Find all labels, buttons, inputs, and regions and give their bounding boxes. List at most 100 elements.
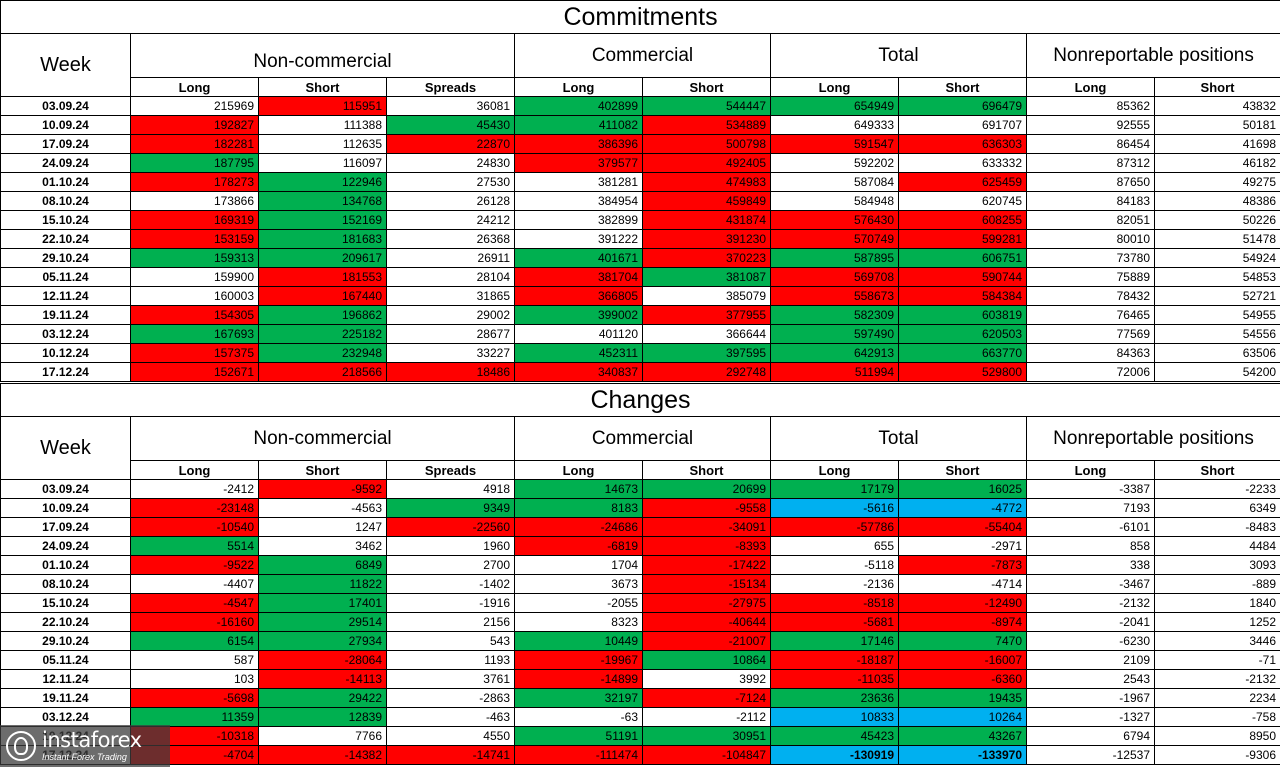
value-cell: 459849 — [642, 191, 771, 211]
value-cell: 858 — [1026, 536, 1155, 556]
value-cell: -71 — [1153, 650, 1280, 670]
value-cell: -7873 — [898, 555, 1027, 575]
value-cell: -14113 — [258, 669, 387, 689]
value-cell: -24686 — [514, 517, 643, 537]
noncommercial-header: Non-commercial — [130, 33, 515, 78]
value-cell: -3387 — [1026, 479, 1155, 499]
value-cell: 534889 — [642, 115, 771, 135]
week-cell: 08.10.24 — [0, 191, 131, 211]
value-cell: 366644 — [642, 324, 771, 344]
value-cell: 3992 — [642, 669, 771, 689]
column-subheader: Long — [130, 77, 259, 97]
value-cell: -463 — [386, 707, 515, 727]
column-subheader: Long — [514, 460, 643, 480]
value-cell: 18486 — [386, 362, 515, 382]
value-cell: 620745 — [898, 191, 1027, 211]
table-row: 03.09.24 -2412 -9592 4918 14673 20699 17179 160… — [0, 479, 1280, 499]
week-cell: 29.10.24 — [0, 248, 131, 268]
column-subheader: Long — [1026, 77, 1155, 97]
value-cell: 576430 — [770, 210, 899, 230]
value-cell: 26128 — [386, 191, 515, 211]
nonreportable-header: Nonreportable positions — [1025, 33, 1280, 78]
value-cell: 16025 — [898, 479, 1027, 499]
value-cell: 620503 — [898, 324, 1027, 344]
changes-title: Changes — [0, 383, 1280, 417]
value-cell: 2156 — [386, 612, 515, 632]
value-cell: 30951 — [642, 726, 771, 746]
table-row: 17.09.24 182281 112635 22870 386396 500798 591… — [0, 134, 1280, 154]
value-cell: 338 — [1026, 555, 1155, 575]
value-cell: -1967 — [1026, 688, 1155, 708]
value-cell: 381281 — [514, 172, 643, 192]
value-cell: -758 — [1153, 707, 1280, 727]
value-cell: 6154 — [130, 631, 259, 651]
value-cell: -27975 — [642, 593, 771, 613]
table-row: 03.09.24 215969 115951 36081 402899 544447 654… — [0, 96, 1280, 116]
value-cell: -1402 — [386, 574, 515, 594]
value-cell: -12490 — [898, 593, 1027, 613]
value-cell: -1327 — [1026, 707, 1155, 727]
value-cell: -2863 — [386, 688, 515, 708]
value-cell: 511994 — [770, 362, 899, 382]
value-cell: 558673 — [770, 286, 899, 306]
value-cell: -9306 — [1153, 745, 1280, 765]
value-cell: 28104 — [386, 267, 515, 287]
value-cell: 492405 — [642, 153, 771, 173]
value-cell: -133970 — [898, 745, 1027, 765]
value-cell: 570749 — [770, 229, 899, 249]
value-cell: 32197 — [514, 688, 643, 708]
value-cell: -6230 — [1026, 631, 1155, 651]
value-cell: -4772 — [898, 498, 1027, 518]
value-cell: 1252 — [1153, 612, 1280, 632]
value-cell: -8483 — [1153, 517, 1280, 537]
table-row: 24.09.24 187795 116097 24830 379577 492405 592… — [0, 153, 1280, 173]
week-header: Week — [0, 416, 131, 480]
value-cell: 597490 — [770, 324, 899, 344]
column-subheader: Long — [1026, 460, 1155, 480]
value-cell: 636303 — [898, 134, 1027, 154]
value-cell: 12839 — [258, 707, 387, 727]
value-cell: -4714 — [898, 574, 1027, 594]
value-cell: -2132 — [1026, 593, 1155, 613]
table-row: 05.11.24 587 -28064 1193 -19967 10864 -18187 -1… — [0, 650, 1280, 670]
value-cell: 2543 — [1026, 669, 1155, 689]
value-cell: -21007 — [642, 631, 771, 651]
table-row: 29.10.24 159313 209617 26911 401671 370223 587… — [0, 248, 1280, 268]
week-cell: 15.10.24 — [0, 593, 131, 613]
value-cell: 17401 — [258, 593, 387, 613]
column-subheader: Short — [258, 77, 387, 97]
value-cell: 591547 — [770, 134, 899, 154]
table-row: 08.10.24 173866 134768 26128 384954 459849 584… — [0, 191, 1280, 211]
value-cell: -8974 — [898, 612, 1027, 632]
value-cell: 116097 — [258, 153, 387, 173]
week-cell: 08.10.24 — [0, 574, 131, 594]
value-cell: 543 — [386, 631, 515, 651]
value-cell: 8183 — [514, 498, 643, 518]
value-cell: -14382 — [258, 745, 387, 765]
value-cell: 112635 — [258, 134, 387, 154]
value-cell: 152169 — [258, 210, 387, 230]
value-cell: 52721 — [1153, 286, 1280, 306]
value-cell: 1704 — [514, 555, 643, 575]
value-cell: 292748 — [642, 362, 771, 382]
value-cell: 401671 — [514, 248, 643, 268]
week-cell: 03.12.24 — [0, 324, 131, 344]
value-cell: 649333 — [770, 115, 899, 135]
value-cell: 167693 — [130, 324, 259, 344]
table-row: 29.10.24 6154 27934 543 10449 -21007 17146 7470… — [0, 631, 1280, 651]
week-header: Week — [0, 33, 131, 97]
value-cell: -104847 — [642, 745, 771, 765]
week-cell: 03.09.24 — [0, 96, 131, 116]
value-cell: -1916 — [386, 593, 515, 613]
value-cell: 386396 — [514, 134, 643, 154]
value-cell: 642913 — [770, 343, 899, 363]
value-cell: 384954 — [514, 191, 643, 211]
table-row: 08.10.24 -4407 11822 -1402 3673 -15134 -2136 -4… — [0, 574, 1280, 594]
value-cell: -16007 — [898, 650, 1027, 670]
value-cell: 3761 — [386, 669, 515, 689]
value-cell: 655 — [770, 536, 899, 556]
week-cell: 24.09.24 — [0, 153, 131, 173]
value-cell: 366805 — [514, 286, 643, 306]
value-cell: 157375 — [130, 343, 259, 363]
nonreportable-header: Nonreportable positions — [1025, 416, 1280, 461]
